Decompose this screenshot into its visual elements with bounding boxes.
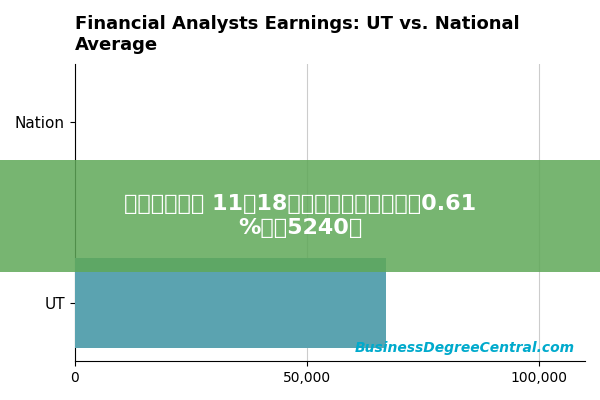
Text: 在线配资流程 11月18日氧化铝期货收盘上涨0.61
%，报5240元: 在线配资流程 11月18日氧化铝期货收盘上涨0.61 %，报5240元 (124, 194, 476, 238)
Text: Financial Analysts Earnings: UT vs. National
Average: Financial Analysts Earnings: UT vs. Nati… (75, 15, 520, 54)
Text: BusinessDegreeCentral.com: BusinessDegreeCentral.com (355, 341, 575, 355)
Bar (75, 258, 386, 348)
